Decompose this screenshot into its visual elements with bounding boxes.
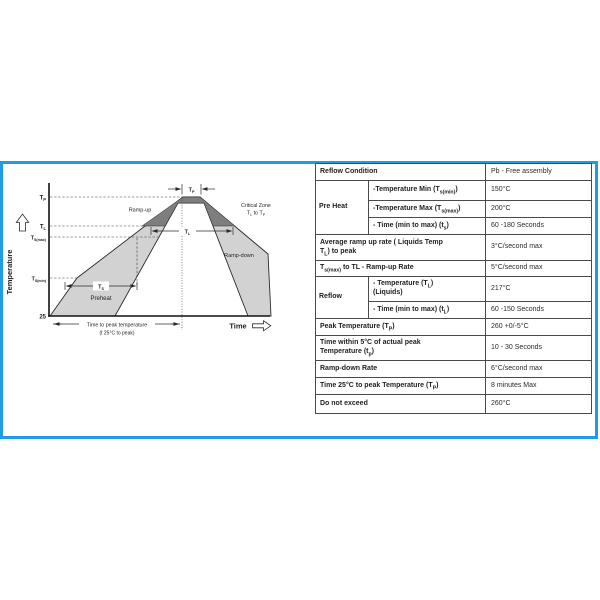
table-row: -Temperature Max (Ts(max)) 200°C	[316, 200, 593, 218]
preheat-time-value: 60 -180 Seconds	[485, 217, 593, 235]
reflow-time-value: 60 -150 Seconds	[485, 301, 593, 319]
ramp-down-label: Ramp-down	[224, 253, 254, 259]
preheat-label: Preheat	[90, 296, 111, 302]
tp-bracket: TP	[168, 184, 215, 195]
peak-temp-value: 260 +0/-5°C	[485, 318, 593, 336]
time-25-to-peak-label: Time 25°C to peak Temperature (TP)	[314, 377, 487, 395]
preheat-time-label: - Time (min to max) (ts)	[367, 217, 487, 235]
axes	[48, 183, 270, 317]
reflow-condition-table: Reflow Condition Pb - Free assembly Pre …	[314, 163, 593, 414]
table-row: Do not exceed 260°C	[314, 394, 593, 414]
critical-zone-label: Critical Zone	[241, 203, 271, 209]
y-axis-ticks: TP TL TS(max) TS(min) 25	[31, 196, 47, 321]
avg-ramp-up-label: Average ramp up rate ( Liquids Temp TL) t…	[314, 234, 487, 261]
critical-zone-area	[141, 196, 236, 227]
table-row: Pre Heat -Temperature Min (Ts(min)) 150°…	[315, 180, 593, 235]
header-value-cell: Pb - Free assembly	[485, 163, 593, 181]
avg-ramp-up-value: 3°C/second max	[485, 234, 593, 261]
time-axis-arrow-icon	[252, 320, 272, 332]
ts-bracket-label: TS	[98, 285, 104, 292]
do-not-exceed-label: Do not exceed	[314, 394, 487, 414]
table-row: Time 25°C to peak Temperature (TP) 8 min…	[314, 377, 593, 395]
tl-bracket-label: TL	[185, 230, 191, 237]
ramp-down-rate-label: Ramp-down Rate	[314, 360, 487, 378]
tick-tp: TP	[40, 196, 47, 203]
time-to-peak-sublabel: (t 25°C to peak)	[99, 331, 134, 337]
reflow-temp-value: 217°C	[485, 276, 593, 302]
peak-temp-label: Peak Temperature (TP)	[314, 318, 487, 336]
tp-bracket-label: TP	[189, 188, 195, 195]
table-row: Average ramp up rate ( Liquids Temp TL) t…	[314, 234, 593, 261]
critical-zone-range: TL to TP	[247, 211, 266, 218]
reference-lines	[50, 196, 183, 330]
tick-tsmax: TS(max)	[31, 236, 47, 243]
reflow-temp-label: - Temperature (TL) (Liquids)	[367, 276, 487, 302]
tick-tl: TL	[40, 225, 47, 232]
ramp-up-rate-label: Ts(max) to TL - Ramp-up Rate	[314, 260, 487, 277]
time-within-peak-label: Time within 5°C of actual peak Temperatur…	[314, 335, 487, 361]
header-label-cell: Reflow Condition	[314, 163, 487, 181]
preheat-temp-min-label: -Temperature Min (Ts(min))	[367, 180, 487, 201]
time-to-peak-bracket: Time to peak temperature (t 25°C to peak…	[53, 319, 180, 337]
ramp-up-label: Ramp-up	[129, 208, 152, 214]
tl-bracket: TL	[150, 226, 234, 237]
time-within-peak-value: 10 - 30 Seconds	[485, 335, 593, 361]
preheat-temp-max-value: 200°C	[485, 200, 593, 218]
ts-bracket: TS	[64, 281, 138, 292]
reflow-condition-table-wrap: Reflow Condition Pb - Free assembly Pre …	[314, 163, 593, 414]
reflow-profile-diagram: TP TL TS Time to peak temperature	[5, 183, 272, 337]
axis-titles: Temperature Time	[5, 213, 272, 332]
table-row: Reflow - Temperature (TL) (Liquids) 217°C	[315, 276, 593, 319]
time-25-to-peak-value: 8 minutes Max	[485, 377, 593, 395]
ramp-up-rate-value: 5°C/second max	[485, 260, 593, 277]
tick-25: 25	[39, 315, 46, 321]
table-row: Ts(max) to TL - Ramp-up Rate 5°C/second …	[314, 260, 593, 277]
table-row: Ramp-down Rate 6°C/second max	[314, 360, 593, 378]
table-row: - Time (min to max) (ts) 60 -180 Seconds	[316, 217, 593, 235]
y-axis-title: Temperature	[5, 250, 14, 295]
table-row: Time within 5°C of actual peak Temperatur…	[314, 335, 593, 361]
preheat-temp-max-label: -Temperature Max (Ts(max))	[367, 200, 487, 218]
table-row: Reflow Condition Pb - Free assembly	[314, 163, 593, 181]
reflow-group-cell: Reflow	[315, 276, 369, 319]
reflow-time-label: - Time (min to max) (tL)	[367, 301, 487, 319]
do-not-exceed-value: 260°C	[485, 394, 593, 414]
ramp-down-rate-value: 6°C/second max	[485, 360, 593, 378]
time-to-peak-label: Time to peak temperature	[87, 323, 148, 329]
x-axis-title: Time	[229, 322, 246, 331]
preheat-group-cell: Pre Heat	[315, 180, 369, 235]
preheat-temp-min-value: 150°C	[485, 180, 593, 201]
temperature-axis-arrow-icon	[15, 213, 30, 232]
zone-annotations: Ramp-up Critical Zone TL to TP Ramp-down…	[90, 203, 270, 302]
table-row: Peak Temperature (TP) 260 +0/-5°C	[314, 318, 593, 336]
tick-tsmin: TS(min)	[32, 277, 47, 284]
